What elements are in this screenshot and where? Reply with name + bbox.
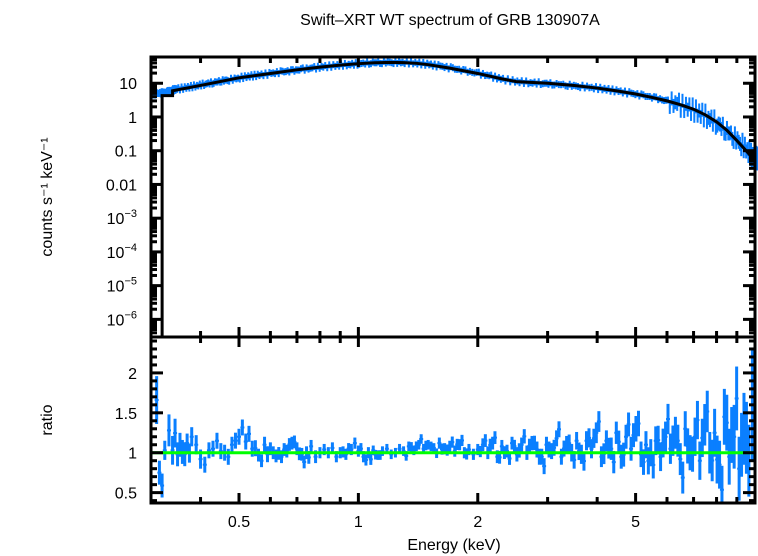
x-tick-labels: 0.5 1 2 5 — [228, 514, 640, 531]
ratio-y-axis-label: ratio — [39, 404, 56, 435]
y-tick-label: 10−3 — [107, 208, 137, 228]
model-curve — [160, 60, 757, 337]
x-tick-label: 1 — [354, 514, 363, 531]
x-axis-label: Energy (keV) — [407, 537, 500, 554]
spectrum-panel: 10 1 0.1 0.01 10−3 10−4 10−5 10−6 counts s⁻¹ ke… — [39, 55, 758, 339]
y-tick-label: 2 — [128, 366, 137, 383]
y-tick-label: 10 — [119, 76, 137, 93]
y-tick-label: 0.5 — [115, 486, 137, 503]
y-tick-label: 10−4 — [107, 242, 137, 262]
chart-title: Swift–XRT WT spectrum of GRB 130907A — [300, 12, 600, 29]
y-tick-label: 10−6 — [107, 309, 137, 329]
spectrum-y-tick-labels: 10 1 0.1 0.01 10−3 10−4 10−5 10−6 — [106, 76, 137, 329]
y-tick-label: 1 — [128, 446, 137, 463]
y-tick-label: 10−5 — [107, 276, 137, 296]
x-tick-label: 5 — [631, 514, 640, 531]
ratio-data-series — [154, 348, 755, 503]
spectrum-data-series — [150, 57, 758, 171]
spectrum-model-series — [160, 60, 757, 337]
y-tick-label: 0.1 — [115, 144, 137, 161]
spectrum-y-axis-label: counts s⁻¹ keV⁻¹ — [39, 137, 56, 256]
y-tick-label: 0.01 — [106, 177, 137, 194]
y-tick-label: 1 — [128, 110, 137, 127]
x-tick-label: 2 — [473, 514, 482, 531]
y-tick-label: 1.5 — [115, 406, 137, 423]
x-tick-label: 0.5 — [228, 514, 250, 531]
ratio-axes — [149, 335, 757, 505]
ratio-panel: 2 1.5 1 0.5 0.5 1 2 5 ratio Energy (keV) — [39, 335, 757, 554]
ratio-y-tick-labels: 2 1.5 1 0.5 — [115, 366, 137, 503]
